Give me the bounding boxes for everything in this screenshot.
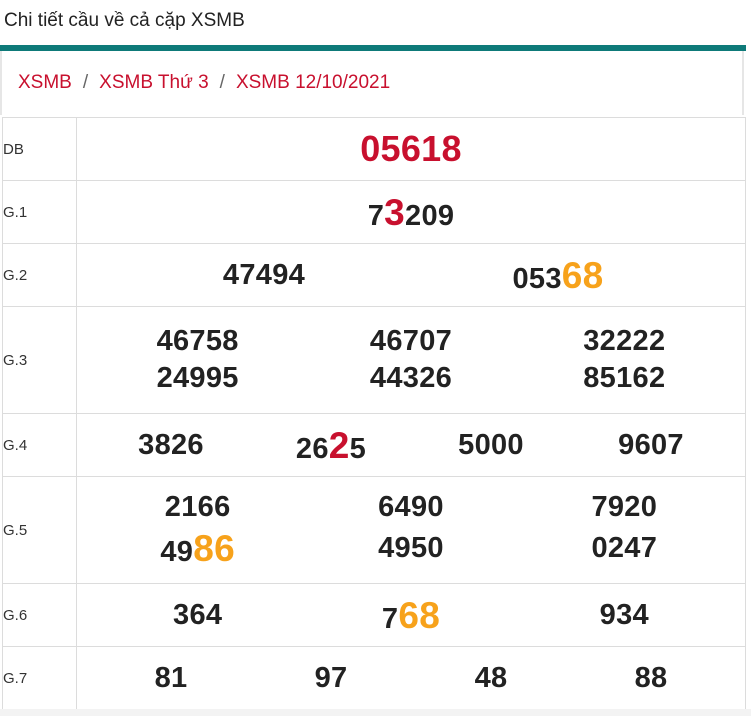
results-table: DB 05618 G.1 73209 G.2 47494 05368 G.3 46758 4670… [2, 117, 746, 710]
number-grid: 73209 [77, 194, 745, 231]
prize-numbers: 47494 05368 [76, 243, 746, 307]
prize-row: DB 05618 [2, 117, 746, 181]
highlighted-digits: 3 [384, 191, 406, 233]
prize-label: G.4 [2, 413, 77, 477]
number-grid: 2166 6490 7920 4986 4950 0247 [77, 491, 745, 568]
highlighted-digits: 68 [398, 594, 441, 636]
number-suffix: 5 [349, 432, 367, 465]
page-title: Chi tiết cầu về cả cặp XSMB [4, 10, 245, 31]
prize-label: G.6 [2, 583, 77, 647]
special-prize-number: 05618 [360, 128, 462, 169]
number-grid: 47494 05368 [77, 257, 745, 294]
prize-number: 4986 [160, 530, 235, 567]
prize-row: G.1 73209 [2, 180, 746, 244]
number-grid: 46758 46707 32222 24995 44326 85162 [77, 327, 745, 393]
prize-number: 2625 [296, 427, 366, 464]
prize-number: 2166 [164, 491, 231, 523]
breadcrumb: XSMB / XSMB Thứ 3 / XSMB 12/10/2021 [0, 51, 744, 115]
prize-number: 97 [314, 661, 348, 694]
number-grid: 81 97 48 88 [77, 661, 745, 694]
prize-number: 5000 [458, 428, 524, 461]
number-prefix: 26 [295, 432, 329, 465]
number-grid: 364 768 934 [77, 597, 745, 634]
prize-number: 47494 [222, 258, 306, 291]
breadcrumb-separator: / [219, 72, 225, 93]
prize-numbers: 3826 2625 5000 9607 [76, 413, 746, 477]
number-prefix: 49 [160, 536, 194, 568]
highlighted-digits: 68 [561, 254, 604, 296]
prize-label: G.5 [2, 476, 77, 584]
prize-label: G.2 [2, 243, 77, 307]
breadcrumb-xsmb-link[interactable]: XSMB [18, 72, 72, 93]
prize-number: 73209 [368, 194, 455, 231]
prize-number: 4950 [378, 532, 444, 564]
bottom-strip [0, 709, 751, 716]
number-suffix: 209 [405, 199, 455, 232]
prize-number: 934 [599, 598, 649, 631]
prize-number: 46707 [369, 325, 453, 357]
prize-row: G.4 3826 2625 5000 9607 [2, 413, 746, 477]
prize-number: 9607 [618, 428, 684, 461]
breadcrumb-xsmb-weekday-link[interactable]: XSMB Thứ 3 [99, 72, 209, 93]
number-prefix: 7 [367, 199, 385, 232]
prize-number: 7920 [591, 491, 658, 523]
prize-row: G.5 2166 6490 7920 4986 4950 0247 [2, 476, 746, 584]
prize-numbers: 73209 [76, 180, 746, 244]
prize-row: G.2 47494 05368 [2, 243, 746, 307]
prize-row: G.6 364 768 934 [2, 583, 746, 647]
number-prefix: 7 [381, 602, 399, 635]
breadcrumb-xsmb-date-link[interactable]: XSMB 12/10/2021 [235, 72, 391, 93]
prize-numbers: 364 768 934 [76, 583, 746, 647]
prize-number: 88 [634, 661, 668, 694]
prize-number: 24995 [156, 362, 239, 394]
prize-label: G.3 [2, 306, 77, 414]
prize-label: G.1 [2, 180, 77, 244]
highlighted-digits: 86 [193, 528, 235, 569]
prize-number: 48 [474, 661, 508, 694]
prize-label: G.7 [2, 646, 77, 710]
prize-numbers: 05618 [76, 117, 746, 181]
prize-numbers: 81 97 48 88 [76, 646, 746, 710]
prize-number: 6490 [378, 491, 444, 523]
prize-number: 44326 [369, 362, 453, 394]
prize-number: 32222 [583, 325, 666, 357]
title-divider-bar [0, 45, 746, 51]
prize-row: G.3 46758 46707 32222 24995 44326 85162 [2, 306, 746, 414]
prize-number: 768 [382, 597, 440, 634]
prize-number: 81 [154, 661, 188, 694]
breadcrumb-separator: / [82, 72, 89, 93]
prize-row: G.7 81 97 48 88 [2, 646, 746, 710]
prize-number: 0247 [591, 532, 658, 564]
highlighted-digits: 2 [328, 424, 350, 466]
prize-number: 3826 [138, 428, 204, 461]
prize-label: DB [2, 117, 77, 181]
number-grid: 05618 [77, 131, 745, 167]
prize-number: 364 [173, 598, 223, 631]
prize-numbers: 2166 6490 7920 4986 4950 0247 [76, 476, 746, 584]
prize-numbers: 46758 46707 32222 24995 44326 85162 [76, 306, 746, 414]
prize-number: 46758 [156, 325, 239, 357]
prize-number: 85162 [583, 362, 666, 394]
number-grid: 3826 2625 5000 9607 [77, 427, 745, 464]
number-prefix: 053 [512, 262, 562, 295]
prize-number: 05368 [512, 257, 603, 294]
